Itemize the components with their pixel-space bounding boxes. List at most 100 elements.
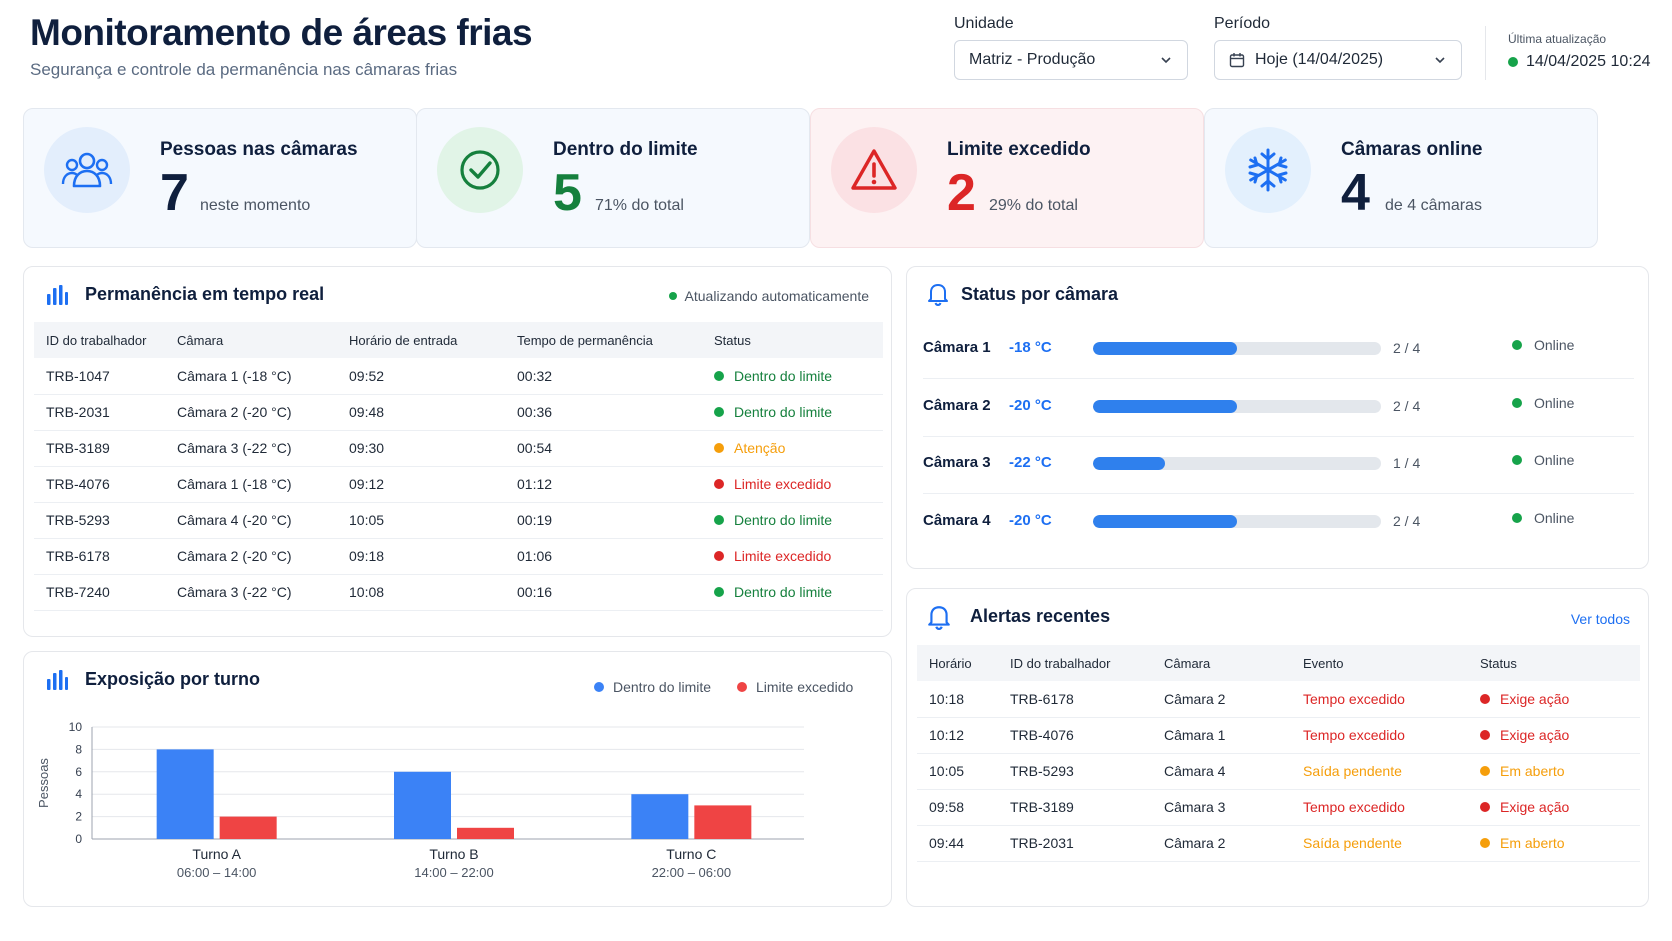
- kpi-title: Dentro do limite: [553, 139, 698, 160]
- worker-id-cell: TRB-5293: [1010, 753, 1164, 790]
- column-header: Câmara: [177, 322, 349, 358]
- camera-row[interactable]: Câmara 2 -20 °C 2 / 4 Online: [907, 377, 1650, 437]
- worker-id-cell: TRB-2031: [1010, 825, 1164, 862]
- camera-temperature: -18 °C: [1009, 339, 1052, 356]
- table-row[interactable]: TRB-4076 Câmara 1 (-18 °C) 09:12 01:12 Limit…: [34, 466, 883, 503]
- table-header-row: Horário ID do trabalhador Câmara Evento …: [917, 645, 1640, 681]
- bar-within-limit: [156, 749, 214, 839]
- status-text: Exige ação: [1500, 799, 1570, 815]
- table-row[interactable]: TRB-6178 Câmara 2 (-20 °C) 09:18 01:06 Limit…: [34, 538, 883, 575]
- status-dot: [714, 370, 724, 381]
- status-text: Dentro do limite: [734, 404, 833, 420]
- status-dot: [714, 443, 724, 453]
- table-row[interactable]: TRB-2031 Câmara 2 (-20 °C) 09:48 00:36 Dentr…: [34, 394, 883, 431]
- entry-time-cell: 09:48: [349, 394, 517, 431]
- bar-limit-exceeded: [219, 816, 277, 839]
- camera-status: Online: [1512, 337, 1574, 353]
- camera-name: Câmara 1: [923, 339, 991, 356]
- alert-time-cell: 09:44: [917, 825, 1010, 862]
- x-tick-sublabel: 22:00 – 06:00: [652, 865, 732, 880]
- y-tick-label: 10: [69, 720, 83, 734]
- see-all-link[interactable]: Ver todos: [1570, 611, 1630, 627]
- table-row[interactable]: 10:12 TRB-4076 Câmara 1 Tempo excedido Exige…: [917, 717, 1640, 754]
- event-cell: Tempo excedido: [1303, 789, 1480, 826]
- legend-label: Dentro do limite: [613, 679, 711, 695]
- camera-cell: Câmara 1 (-18 °C): [177, 466, 349, 503]
- status-dot: [714, 551, 724, 561]
- column-header: Câmara: [1164, 645, 1303, 681]
- online-dot: [1512, 455, 1522, 465]
- status-text: Dentro do limite: [734, 367, 833, 384]
- camera-status: Online: [1512, 510, 1574, 526]
- page-subtitle: Segurança e controle da permanência nas …: [30, 60, 458, 79]
- camera-row[interactable]: Câmara 1 -18 °C 2 / 4 Online: [907, 319, 1650, 379]
- y-axis-label: Pessoas: [36, 758, 51, 808]
- column-header: Evento: [1303, 645, 1480, 681]
- camera-status: Online: [1512, 395, 1574, 411]
- status-text: Exige ação: [1500, 727, 1570, 743]
- status-dot: [714, 587, 724, 597]
- table-row[interactable]: 10:05 TRB-5293 Câmara 4 Saída pendente Em ab…: [917, 753, 1640, 790]
- status-cell: Exige ação: [1480, 717, 1640, 754]
- x-tick-sublabel: 14:00 – 22:00: [414, 865, 494, 880]
- column-header: Horário de entrada: [349, 322, 517, 358]
- kpi-limit-exceeded: Limite excedido 2 29% do total: [810, 108, 1204, 248]
- table-header-row: ID do trabalhador Câmara Horário de entr…: [34, 322, 883, 358]
- camera-name: Câmara 4: [923, 511, 991, 529]
- camera-cell: Câmara 4: [1164, 753, 1303, 790]
- y-tick-label: 2: [75, 810, 82, 824]
- status-cell: Exige ação: [1480, 681, 1640, 718]
- status-cell: Dentro do limite: [714, 394, 883, 431]
- kpi-subtitle: 71% do total: [595, 197, 684, 214]
- period-select[interactable]: Hoje (14/04/2025): [1214, 40, 1462, 80]
- camera-row[interactable]: Câmara 4 -20 °C 2 / 4 Online: [907, 492, 1650, 552]
- duration-cell: 00:32: [517, 358, 714, 395]
- unit-label: Unidade: [954, 15, 1014, 32]
- table-row[interactable]: TRB-7240 Câmara 3 (-22 °C) 10:08 00:16 Dentr…: [34, 574, 883, 611]
- table-row[interactable]: 10:18 TRB-6178 Câmara 2 Tempo excedido Exige…: [917, 681, 1640, 718]
- status-text: Limite excedido: [734, 548, 832, 564]
- status-text: Em aberto: [1500, 763, 1565, 779]
- x-tick-sublabel: 06:00 – 14:00: [177, 865, 257, 880]
- y-tick-label: 0: [75, 832, 82, 846]
- kpi-subtitle: 29% do total: [989, 197, 1078, 214]
- auto-update-text: Atualizando automaticamente: [684, 288, 869, 304]
- alert-time-cell: 10:12: [917, 717, 1010, 754]
- kpi-subtitle: neste momento: [200, 197, 311, 214]
- table-row[interactable]: 09:44 TRB-2031 Câmara 2 Saída pendente Em ab…: [917, 825, 1640, 862]
- unit-select-value: Matriz - Produção: [969, 51, 1096, 68]
- shift-bar-chart: 0 2 4 6 8 10 Pessoas Turno A 06:00 – 14:00 Turno …: [36, 679, 853, 880]
- status-cell: Dentro do limite: [714, 574, 883, 611]
- kpi-value: 7: [160, 164, 189, 222]
- worker-id-cell: TRB-3189: [34, 430, 177, 467]
- online-dot: [1512, 340, 1522, 350]
- status-cell: Dentro do limite: [714, 358, 883, 395]
- camera-status-text: Online: [1534, 452, 1575, 468]
- table-row[interactable]: TRB-5293 Câmara 4 (-20 °C) 10:05 00:19 Dentr…: [34, 502, 883, 539]
- occupancy-fill: [1093, 342, 1237, 355]
- status-cell: Em aberto: [1480, 825, 1640, 862]
- check-circle-icon: [437, 127, 523, 213]
- camera-name: Câmara 3: [923, 454, 991, 471]
- camera-status-text: Online: [1534, 394, 1575, 411]
- column-header: Status: [714, 322, 883, 358]
- table-row[interactable]: TRB-1047 Câmara 1 (-18 °C) 09:52 00:32 Dentr…: [34, 358, 883, 395]
- people-icon: [44, 127, 130, 213]
- legend-label: Limite excedido: [756, 679, 853, 695]
- kpi-title: Limite excedido: [947, 139, 1091, 160]
- unit-select[interactable]: Matriz - Produção: [954, 40, 1188, 80]
- calendar-icon: [1229, 53, 1245, 68]
- camera-temperature: -22 °C: [1009, 454, 1052, 471]
- table-row[interactable]: TRB-3189 Câmara 3 (-22 °C) 09:30 00:54 Atenç…: [34, 430, 883, 467]
- x-tick-label: Turno B: [429, 846, 478, 862]
- occupancy-fill: [1093, 457, 1165, 470]
- realtime-title: Permanência em tempo real: [85, 284, 325, 304]
- x-tick-label: Turno A: [192, 846, 241, 862]
- alert-time-cell: 10:18: [917, 681, 1010, 718]
- worker-id-cell: TRB-6178: [1010, 681, 1164, 718]
- x-tick-label: Turno C: [666, 846, 716, 862]
- table-row[interactable]: 09:58 TRB-3189 Câmara 3 Tempo excedido Exige…: [917, 789, 1640, 826]
- camera-row[interactable]: Câmara 3 -22 °C 1 / 4 Online: [907, 434, 1650, 494]
- worker-id-cell: TRB-7240: [34, 574, 177, 611]
- occupancy-bar: [1093, 342, 1381, 355]
